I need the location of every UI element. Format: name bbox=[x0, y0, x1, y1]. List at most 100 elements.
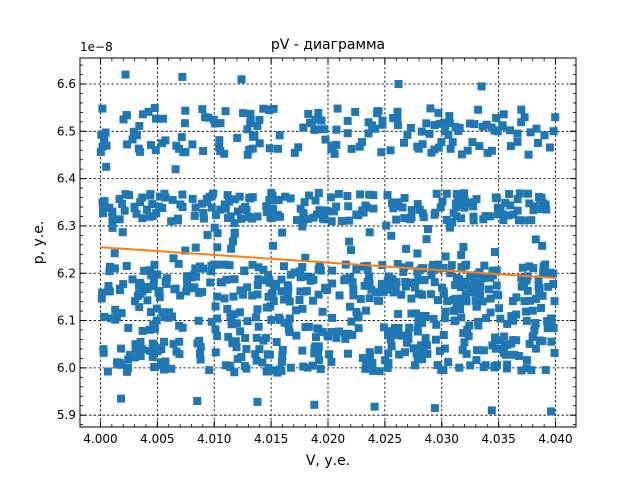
data-point bbox=[491, 344, 500, 353]
data-point bbox=[478, 297, 487, 306]
data-point bbox=[138, 193, 147, 202]
data-point bbox=[457, 313, 466, 322]
data-point bbox=[136, 198, 145, 207]
data-point bbox=[325, 350, 334, 359]
data-point bbox=[540, 131, 549, 140]
data-point bbox=[389, 204, 398, 213]
data-point bbox=[462, 297, 471, 306]
data-point bbox=[366, 351, 374, 360]
y-tick-label: 5.9 bbox=[57, 408, 76, 422]
data-point bbox=[267, 315, 276, 324]
y-tick-label: 6.5 bbox=[57, 124, 76, 138]
data-point bbox=[492, 114, 501, 122]
data-point bbox=[308, 361, 317, 370]
data-point bbox=[328, 313, 336, 322]
data-point bbox=[220, 149, 229, 158]
data-point bbox=[204, 113, 213, 122]
data-point bbox=[422, 235, 431, 244]
data-point bbox=[358, 138, 366, 146]
data-point bbox=[176, 291, 185, 300]
data-point bbox=[158, 308, 167, 317]
data-point bbox=[505, 190, 514, 198]
data-point bbox=[439, 366, 448, 375]
data-point bbox=[355, 142, 364, 151]
data-point bbox=[525, 262, 534, 271]
data-point bbox=[486, 273, 495, 282]
data-point bbox=[400, 194, 409, 202]
data-point bbox=[226, 312, 235, 321]
data-point bbox=[259, 265, 268, 274]
data-point bbox=[456, 283, 465, 292]
data-point bbox=[318, 328, 327, 336]
data-point bbox=[227, 320, 236, 329]
data-point bbox=[169, 339, 178, 348]
data-point bbox=[150, 260, 159, 269]
data-point bbox=[365, 294, 374, 303]
data-point bbox=[368, 121, 377, 130]
data-point bbox=[129, 127, 138, 136]
data-point bbox=[538, 241, 547, 250]
data-point bbox=[147, 271, 156, 280]
data-point bbox=[460, 195, 469, 204]
data-point bbox=[180, 119, 189, 128]
data-point bbox=[284, 320, 293, 329]
data-point bbox=[525, 199, 534, 208]
data-point bbox=[452, 189, 461, 198]
data-point bbox=[489, 266, 498, 275]
data-point bbox=[240, 266, 249, 275]
data-point bbox=[178, 203, 187, 211]
data-point bbox=[278, 351, 287, 360]
data-point bbox=[496, 314, 505, 323]
data-point bbox=[146, 190, 155, 199]
data-point bbox=[311, 196, 320, 205]
data-point bbox=[122, 111, 131, 120]
data-point bbox=[224, 332, 233, 341]
data-point bbox=[152, 304, 161, 313]
data-point bbox=[196, 355, 205, 364]
data-point bbox=[498, 121, 507, 130]
data-point bbox=[259, 104, 268, 113]
data-point bbox=[276, 212, 284, 221]
data-point bbox=[253, 397, 262, 406]
data-point bbox=[316, 365, 325, 373]
data-point bbox=[434, 143, 443, 152]
data-point bbox=[343, 129, 352, 138]
data-point bbox=[269, 241, 277, 250]
data-point bbox=[346, 273, 355, 282]
data-point bbox=[242, 364, 251, 373]
data-point bbox=[292, 331, 301, 340]
data-point bbox=[224, 214, 232, 222]
data-point bbox=[294, 143, 303, 152]
data-point bbox=[459, 329, 468, 337]
data-point bbox=[253, 212, 262, 221]
data-point bbox=[401, 282, 410, 291]
data-point bbox=[150, 324, 159, 333]
data-point bbox=[198, 199, 207, 208]
data-point bbox=[329, 207, 338, 216]
data-point bbox=[269, 104, 278, 113]
data-point bbox=[183, 273, 191, 282]
data-point bbox=[177, 133, 186, 142]
data-point bbox=[290, 148, 299, 157]
data-point bbox=[356, 190, 365, 199]
data-point bbox=[373, 109, 382, 118]
data-point bbox=[121, 190, 130, 199]
data-point bbox=[199, 209, 208, 217]
data-point bbox=[277, 275, 286, 284]
data-point bbox=[465, 119, 474, 128]
data-point bbox=[252, 313, 260, 322]
data-point bbox=[420, 275, 429, 284]
data-point bbox=[161, 193, 170, 202]
data-point bbox=[335, 291, 344, 300]
data-point bbox=[413, 355, 422, 364]
data-point bbox=[362, 306, 370, 315]
data-point bbox=[133, 292, 142, 301]
data-point bbox=[178, 190, 187, 199]
data-point bbox=[452, 302, 461, 311]
data-point bbox=[502, 364, 511, 373]
data-point bbox=[445, 119, 454, 128]
data-point bbox=[117, 309, 126, 318]
data-point bbox=[333, 104, 342, 113]
data-point bbox=[349, 285, 358, 294]
